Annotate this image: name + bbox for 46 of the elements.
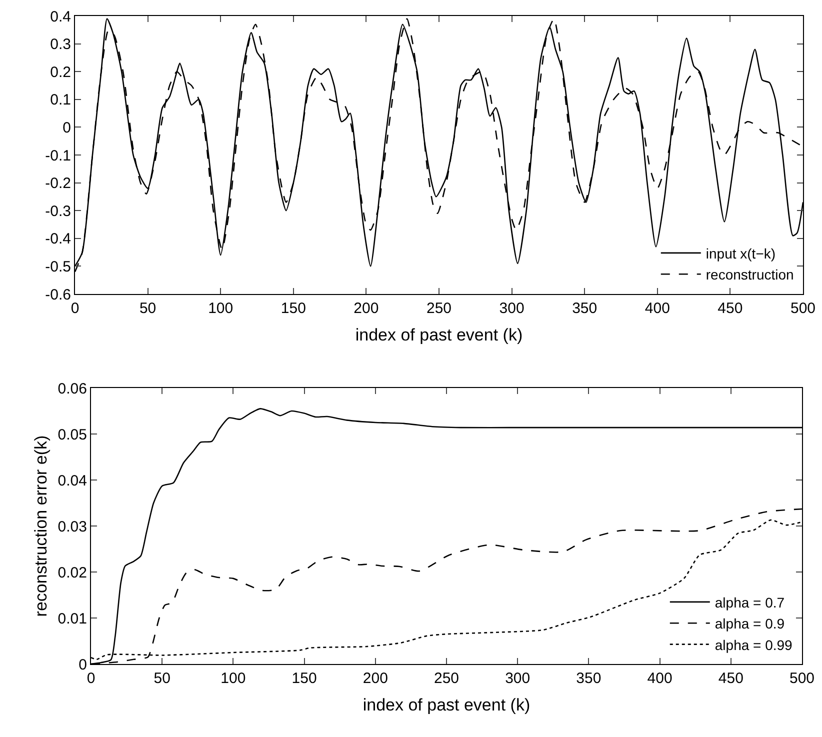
y-tick-label: 0.1	[50, 92, 71, 109]
x-tick-label: 250	[434, 670, 460, 687]
x-tick-label: 300	[499, 300, 524, 317]
y-tick-label: -0.3	[45, 202, 71, 220]
y-tick-label: 0.2	[50, 64, 71, 81]
legend-label: input x(t−k)	[706, 245, 776, 262]
y-tick-label: 0.3	[50, 36, 71, 54]
x-axis-title: index of past event (k)	[355, 325, 523, 344]
y-tick-label: -0.4	[45, 230, 71, 248]
x-tick-label: 200	[362, 670, 388, 687]
x-tick-label: 350	[572, 300, 598, 317]
y-tick-label: -0.6	[45, 286, 71, 304]
x-tick-label: 400	[644, 300, 670, 317]
x-tick-label: 500	[790, 300, 816, 317]
x-tick-label: 500	[789, 670, 815, 687]
x-tick-label: 300	[505, 670, 530, 687]
y-tick-label: 0.02	[58, 564, 87, 582]
legend-label: reconstruction	[706, 266, 794, 283]
x-tick-label: 250	[426, 300, 452, 317]
x-tick-label: 200	[354, 300, 379, 317]
y-tick-label: 0.03	[58, 518, 87, 536]
y-tick-label: 0.06	[58, 380, 87, 398]
legend-label: alpha = 0.7	[714, 594, 785, 610]
x-tick-label: 450	[718, 300, 743, 317]
x-tick-label: 100	[208, 300, 234, 317]
y-tick-label: 0	[62, 119, 71, 136]
legend-label: alpha = 0.99	[714, 636, 793, 653]
y-tick-label: 0	[78, 656, 87, 674]
x-tick-label: 150	[292, 670, 317, 687]
x-tick-label: 100	[220, 670, 246, 687]
x-tick-label: 50	[154, 670, 170, 687]
x-tick-label: 150	[280, 300, 306, 317]
x-axis-title: index of past event (k)	[362, 695, 530, 714]
y-axis-title: reconstruction error e(k)	[31, 435, 50, 617]
x-tick-label: 350	[576, 670, 602, 687]
y-tick-label: -0.5	[45, 258, 71, 276]
x-tick-label: 50	[139, 300, 156, 317]
x-tick-label: 400	[647, 670, 672, 687]
y-tick-label: 0.05	[58, 426, 87, 444]
x-tick-label: 450	[718, 670, 744, 687]
legend-label: alpha = 0.9	[714, 616, 785, 632]
y-tick-label: 0.4	[50, 8, 71, 26]
y-tick-label: 0.04	[58, 472, 87, 490]
y-tick-label: -0.2	[45, 175, 71, 192]
y-tick-label: 0.01	[58, 610, 87, 628]
y-tick-label: -0.1	[45, 147, 71, 164]
